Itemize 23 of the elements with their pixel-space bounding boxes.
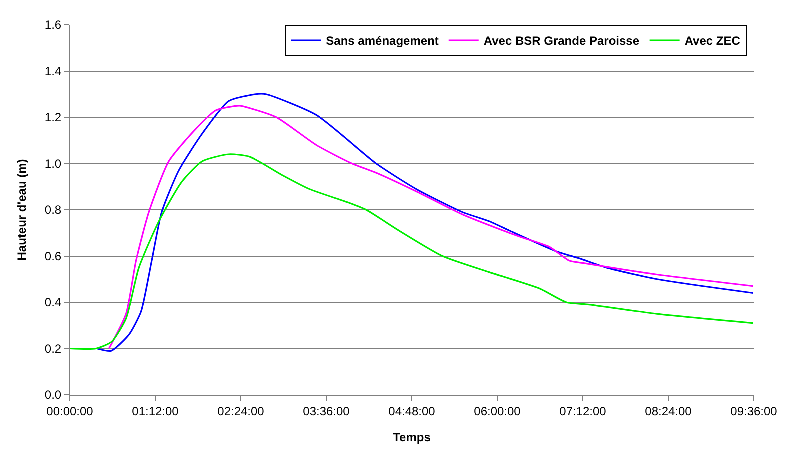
x-tick-label: 04:48:00 (388, 404, 436, 418)
y-tick-label: 0.2 (44, 342, 62, 356)
legend-label: Avec ZEC (684, 34, 741, 48)
x-tick-label: 00:00:00 (46, 404, 94, 418)
y-tick-label: 0.6 (44, 249, 62, 264)
x-tick-label: 07:12:00 (560, 404, 607, 418)
x-tick-label: 03:36:00 (303, 404, 350, 418)
y-tick-label: 1.4 (44, 64, 62, 78)
x-tick-label: 09:36:00 (730, 404, 778, 418)
y-tick-label: 0.0 (44, 388, 62, 402)
x-tick-label: 02:24:00 (218, 404, 265, 418)
x-tick-label: 01:12:00 (132, 404, 180, 418)
y-tick-label: 1.6 (44, 18, 62, 32)
x-axis-title: Temps (393, 430, 432, 444)
legend-label: Avec BSR Grande Paroisse (484, 34, 640, 48)
y-tick-label: 0.8 (44, 203, 62, 218)
x-tick-label: 08:24:00 (645, 404, 692, 418)
y-tick-label: 0.4 (44, 296, 62, 310)
y-tick-label: 1.2 (44, 110, 62, 125)
y-tick-label: 1.0 (44, 156, 62, 171)
legend-label: Sans aménagement (326, 34, 439, 48)
y-axis-title: Hauteur d'eau (m) (15, 159, 30, 261)
x-tick-label: 06:00:00 (474, 404, 522, 418)
